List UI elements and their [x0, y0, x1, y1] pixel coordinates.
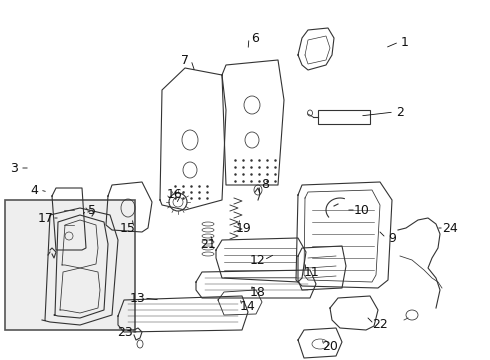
Text: 21: 21 [200, 238, 216, 251]
Text: 12: 12 [250, 253, 266, 266]
Text: 19: 19 [236, 221, 252, 234]
Bar [318, 110, 370, 124]
Text: 15: 15 [120, 221, 136, 234]
Text: 20: 20 [322, 339, 338, 352]
Text: 13: 13 [130, 292, 146, 305]
Text: 5: 5 [88, 203, 96, 216]
Text: 2: 2 [396, 105, 404, 118]
Text: 22: 22 [372, 318, 388, 330]
Text: 11: 11 [304, 266, 320, 279]
Text: 17: 17 [38, 211, 54, 225]
Text: 7: 7 [181, 54, 189, 67]
Bar [5, 200, 135, 330]
Text: 8: 8 [261, 179, 269, 192]
Text: 14: 14 [240, 300, 256, 312]
Text: 18: 18 [250, 285, 266, 298]
Text: 3: 3 [10, 162, 18, 175]
Text: 4: 4 [30, 184, 38, 197]
Text: 9: 9 [388, 231, 396, 244]
Text: 1: 1 [401, 36, 409, 49]
Text: 10: 10 [354, 203, 370, 216]
Text: 23: 23 [117, 325, 133, 338]
Text: 24: 24 [442, 221, 458, 234]
Text: 16: 16 [167, 189, 183, 202]
Text: 6: 6 [251, 31, 259, 45]
